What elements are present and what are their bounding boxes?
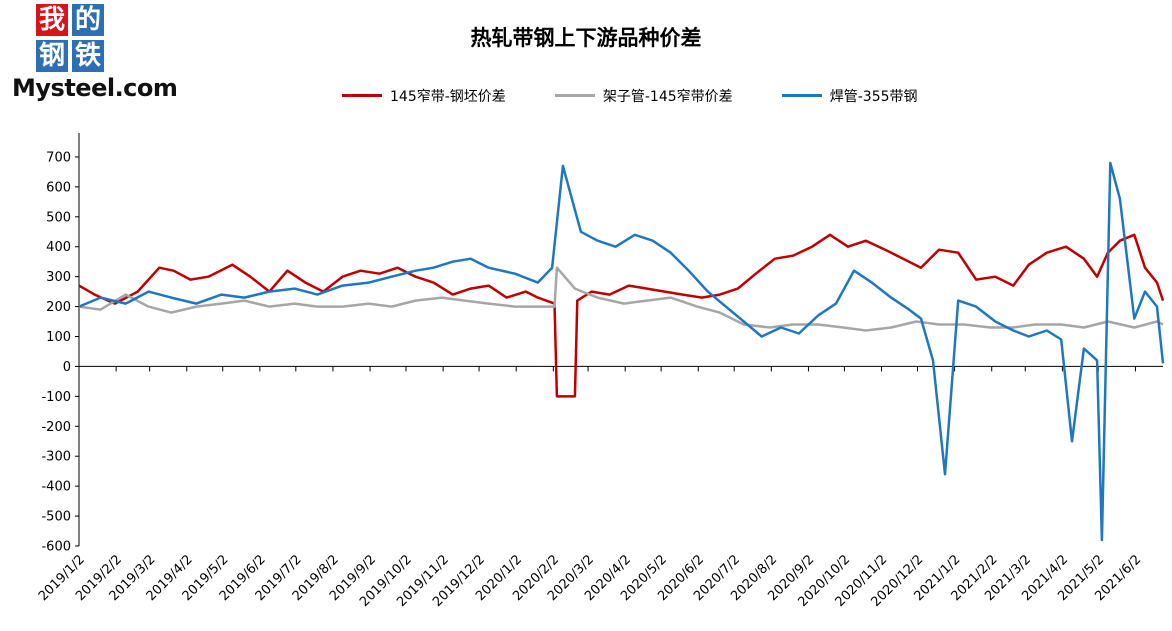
- series-line-2: [78, 266, 1164, 332]
- legend-label: 145窄带-钢坯价差: [390, 88, 506, 105]
- y-tick-label: 0: [63, 360, 71, 375]
- legend-swatch-blue: [781, 94, 822, 97]
- y-tick-label: -400: [41, 480, 71, 495]
- y-tick-label: 600: [46, 180, 71, 195]
- legend-label: 架子管-145窄带价差: [602, 88, 733, 105]
- y-tick-label: -100: [41, 390, 71, 405]
- logo-char-3: 钢: [36, 40, 68, 72]
- logo-char-2: 的: [72, 4, 104, 36]
- legend-swatch-red: [342, 94, 382, 97]
- legend-item-narrow-strip-billet: 145窄带-钢坯价差: [342, 86, 506, 106]
- y-tick-label: 200: [46, 300, 71, 315]
- y-tick-label: -200: [41, 420, 71, 435]
- y-tick-label: -300: [41, 450, 71, 465]
- chart-legend: 145窄带-钢坯价差 架子管-145窄带价差 焊管-355带钢: [342, 82, 962, 106]
- y-tick-label: 100: [46, 330, 71, 345]
- series-line-1: [78, 233, 1165, 398]
- y-tick-label: 700: [46, 150, 71, 165]
- series-line-3: [78, 161, 1165, 542]
- logo-char-1: 我: [36, 4, 68, 36]
- y-tick-label: 400: [46, 240, 71, 255]
- legend-item-welded-pipe: 焊管-355带钢: [781, 86, 918, 106]
- y-tick-label: -600: [41, 540, 71, 555]
- legend-item-scaffold-pipe: 架子管-145窄带价差: [554, 86, 733, 106]
- y-tick-label: 300: [46, 270, 71, 285]
- logo-wordmark: Mysteel.com: [12, 74, 178, 102]
- mysteel-logo: 我 的 钢 铁 Mysteel.com: [12, 4, 182, 104]
- legend-swatch-gray: [554, 94, 595, 97]
- y-tick-label: 500: [46, 210, 71, 225]
- logo-char-4: 铁: [72, 40, 104, 72]
- legend-label: 焊管-355带钢: [829, 88, 918, 105]
- chart-title: 热轧带钢上下游品种价差: [470, 25, 702, 50]
- y-tick-label: -500: [41, 510, 71, 525]
